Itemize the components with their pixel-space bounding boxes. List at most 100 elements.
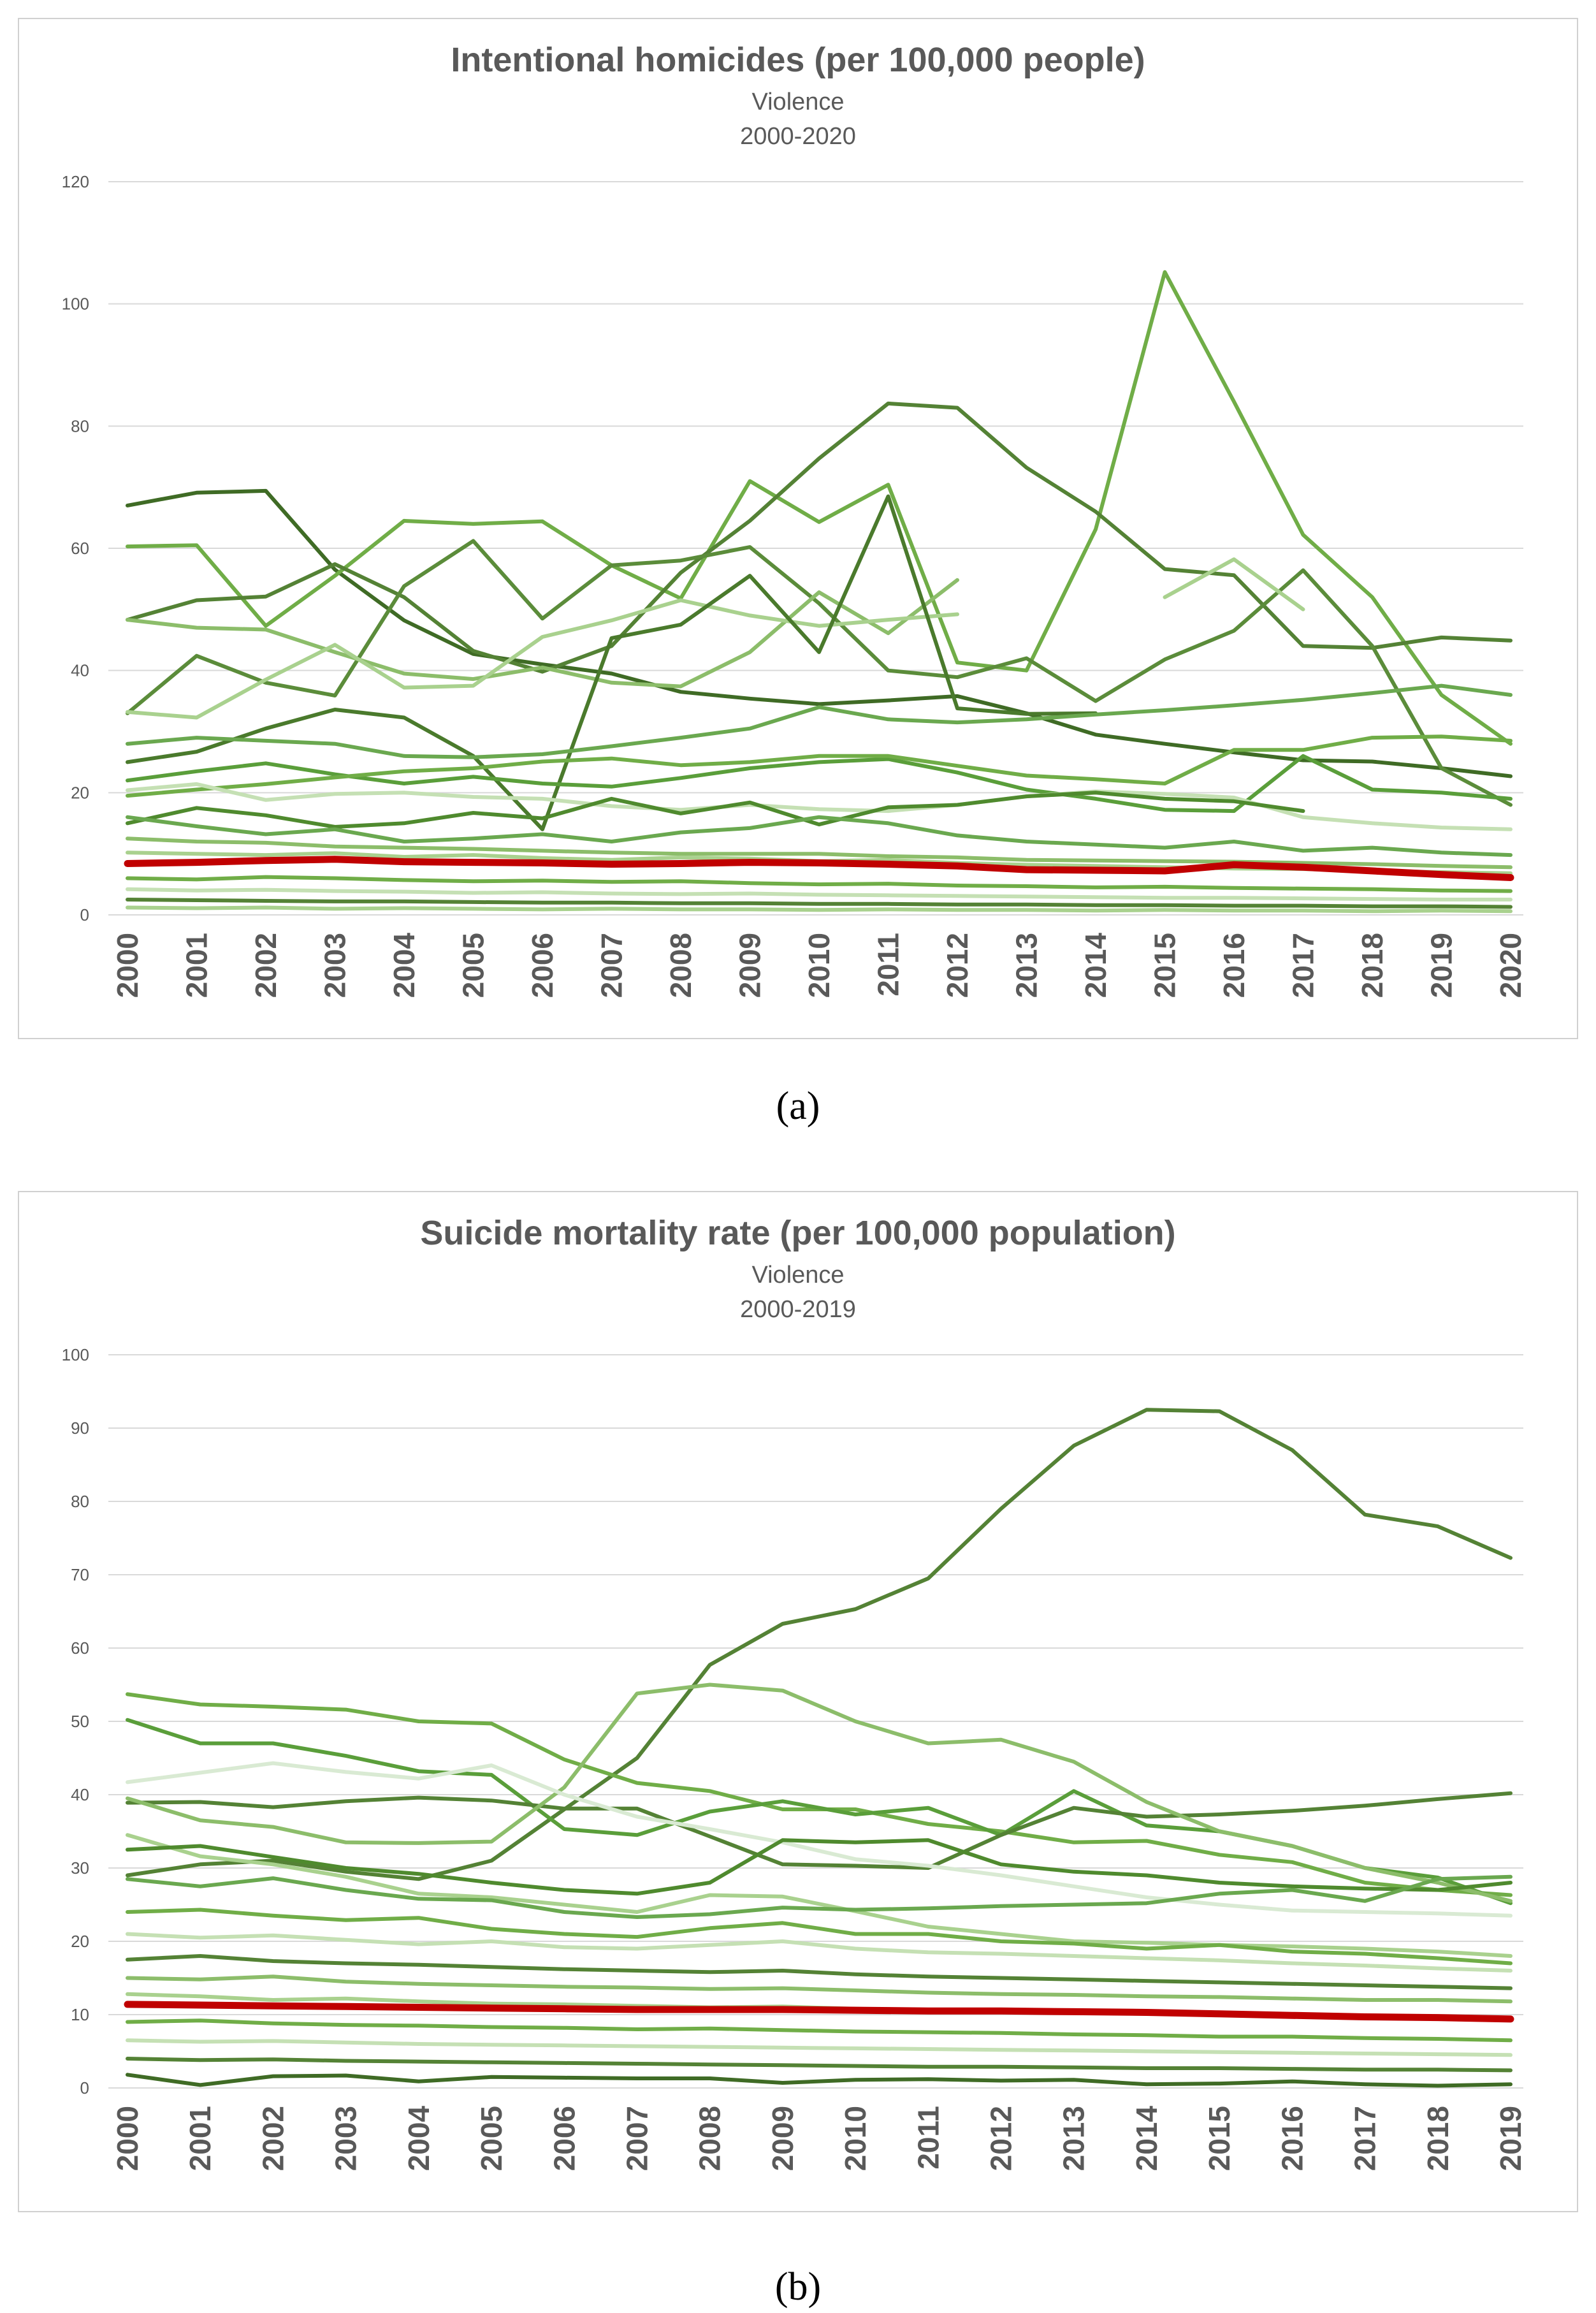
y-tick-label: 90: [71, 1419, 89, 1438]
x-tick-label: 2001: [180, 933, 214, 998]
series-line: [126, 836, 1513, 870]
y-tick-label: 120: [62, 172, 89, 191]
series-line: [126, 791, 1305, 829]
x-tick-label: 2004: [388, 933, 421, 998]
x-tick-label: 2017: [1349, 2106, 1382, 2171]
y-tick-label: 60: [71, 539, 89, 558]
x-tick-label: 2019: [1425, 933, 1458, 998]
x-tick-label: 2000: [111, 2106, 144, 2171]
y-tick-label: 40: [71, 661, 89, 680]
x-tick-label: 2006: [526, 933, 559, 998]
x-tick-label: 2009: [734, 933, 767, 998]
series-line: [126, 1932, 1513, 1973]
x-tick-label: 2007: [620, 2106, 653, 2171]
x-tick-label: 2003: [330, 2106, 363, 2171]
x-tick-label: 2002: [249, 933, 282, 998]
suicide-chart: Suicide mortality rate (per 100,000 popu…: [62, 1214, 1527, 2171]
series-line: [126, 1833, 1513, 1958]
y-tick-label: 20: [71, 783, 89, 802]
series-line: [126, 539, 1513, 807]
series-line-highlight: [124, 2001, 1514, 2023]
series-line: [126, 1974, 1513, 2004]
series-line: [126, 1838, 1513, 1896]
series-line-highlight: [124, 856, 1514, 881]
x-tick-label: 2007: [595, 933, 628, 998]
y-tick-label: 60: [71, 1638, 89, 1658]
series-line: [126, 401, 1513, 674]
series-line: [126, 683, 1513, 759]
series-line: [126, 782, 1513, 831]
series-line: [126, 2038, 1513, 2057]
y-tick-label: 80: [71, 416, 89, 435]
series-line: [126, 754, 1513, 814]
x-tick-label: 2015: [1203, 2106, 1236, 2171]
x-tick-label: 2018: [1421, 2106, 1455, 2171]
series-line: [126, 734, 1513, 798]
y-tick-label: 10: [71, 2005, 89, 2024]
series-line: [126, 1408, 1513, 1881]
caption-b: (b): [774, 2265, 822, 2309]
series-line: [126, 887, 1513, 901]
x-tick-label: 2001: [184, 2106, 217, 2171]
x-tick-label: 2004: [402, 2106, 435, 2171]
series-line: [126, 1761, 1513, 1918]
x-tick-label: 2018: [1356, 933, 1389, 998]
x-tick-label: 2013: [1057, 2106, 1091, 2171]
y-tick-label: 0: [80, 2078, 89, 2098]
series-line: [126, 1791, 1513, 1870]
series-line: [126, 1908, 1513, 1966]
x-tick-label: 2014: [1079, 933, 1112, 998]
y-tick-label: 50: [71, 1712, 89, 1731]
chart-subtitle-range: 2000-2020: [740, 123, 856, 150]
caption-a: (a): [776, 1084, 820, 1128]
series-line: [126, 1954, 1513, 1990]
x-tick-label: 2010: [802, 933, 836, 998]
x-tick-label: 2000: [111, 933, 144, 998]
x-tick-label: 2009: [766, 2106, 799, 2171]
y-tick-label: 40: [71, 1785, 89, 1804]
x-tick-label: 2005: [457, 933, 490, 998]
chart-panel-homicides: Intentional homicides (per 100,000 peopl…: [18, 18, 1578, 1039]
x-tick-label: 2002: [256, 2106, 289, 2171]
x-tick-label: 2012: [985, 2106, 1018, 2171]
y-tick-label: 70: [71, 1565, 89, 1584]
homicides-chart: Intentional homicides (per 100,000 peopl…: [62, 41, 1527, 998]
x-tick-label: 2013: [1010, 933, 1043, 998]
series-line: [126, 488, 1513, 778]
y-tick-label: 100: [62, 295, 89, 314]
series-line: [126, 1874, 1513, 1919]
series-line: [126, 494, 1098, 831]
chart-title: Intentional homicides (per 100,000 peopl…: [451, 41, 1145, 79]
series-line: [126, 578, 959, 689]
x-tick-label: 2016: [1275, 2106, 1309, 2171]
chart-subtitle-range: 2000-2019: [740, 1296, 856, 1323]
y-tick-label: 100: [62, 1345, 89, 1364]
series-line: [126, 557, 1305, 720]
x-tick-label: 2012: [941, 933, 974, 998]
series-line: [126, 2018, 1513, 2043]
x-tick-label: 2019: [1494, 2106, 1527, 2171]
series-line: [126, 898, 1513, 909]
x-tick-label: 2005: [475, 2106, 508, 2171]
x-tick-label: 2020: [1494, 933, 1527, 998]
x-tick-label: 2017: [1287, 933, 1320, 998]
x-tick-label: 2015: [1149, 933, 1182, 998]
x-tick-label: 2014: [1130, 2106, 1163, 2171]
chart-title: Suicide mortality rate (per 100,000 popu…: [420, 1214, 1175, 1252]
x-tick-label: 2003: [319, 933, 352, 998]
y-tick-label: 30: [71, 1858, 89, 1878]
x-tick-label: 2016: [1217, 933, 1251, 998]
x-tick-label: 2010: [839, 2106, 872, 2171]
series-line: [126, 905, 1513, 914]
x-tick-label: 2006: [548, 2106, 581, 2171]
series-line: [126, 270, 1513, 746]
x-tick-label: 2011: [872, 933, 905, 996]
series-line: [126, 815, 1513, 857]
series-line: [126, 2057, 1513, 2073]
x-tick-label: 2008: [664, 933, 697, 998]
y-tick-label: 80: [71, 1492, 89, 1511]
chart-subtitle: Violence: [751, 89, 844, 115]
x-tick-label: 2011: [911, 2106, 945, 2170]
series-line: [126, 875, 1513, 893]
x-tick-label: 2008: [693, 2106, 727, 2171]
